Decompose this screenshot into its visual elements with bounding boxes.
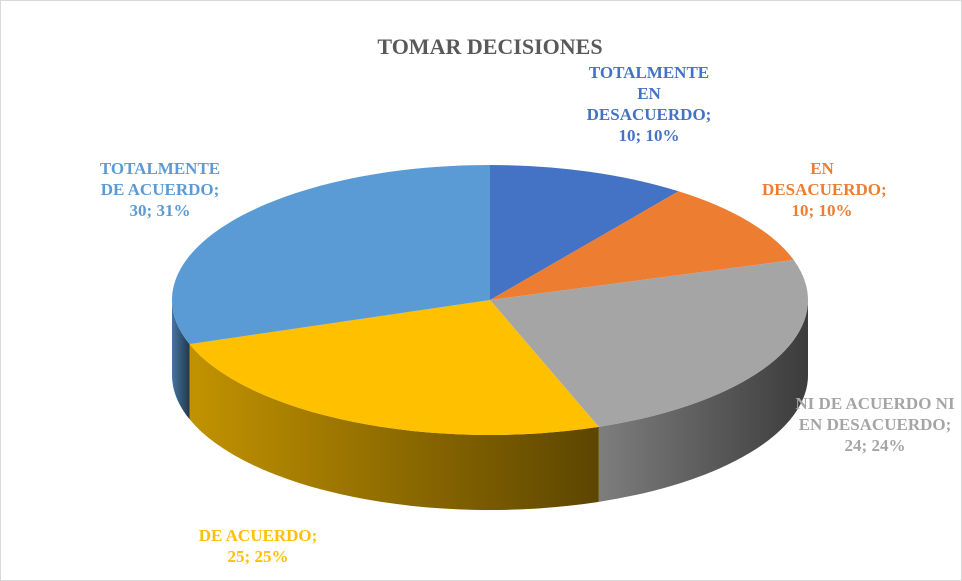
category-label: NI DE ACUERDO NI EN DESACUERDO; <box>795 394 955 434</box>
slice <box>172 165 490 345</box>
data-label: NI DE ACUERDO NI EN DESACUERDO; 24; 24% <box>785 393 962 456</box>
category-label: EN DESACUERDO; <box>762 159 887 199</box>
slice <box>189 300 599 435</box>
data-label: EN DESACUERDO; 10; 10% <box>762 158 887 221</box>
data-label: TOTALMENTE EN DESACUERDO; 10; 10% <box>579 62 719 146</box>
value-label: 10; 10% <box>791 201 853 220</box>
category-label: TOTALMENTE DE ACUERDO; <box>99 159 221 199</box>
data-label: TOTALMENTE DE ACUERDO; 30; 31% <box>90 158 230 221</box>
chart-title: TOMAR DECISIONES <box>377 34 603 59</box>
value-label: 24; 24% <box>844 436 906 455</box>
data-label: DE ACUERDO; 25; 25% <box>183 525 333 567</box>
value-label: 25; 25% <box>227 547 289 566</box>
slice-side-shade <box>598 300 808 502</box>
slice-side-shade <box>172 300 190 420</box>
slice <box>490 191 794 300</box>
slice-side-shade <box>189 344 599 510</box>
slice <box>490 259 808 427</box>
category-label: DE ACUERDO; <box>198 526 318 545</box>
value-label: 10; 10% <box>618 126 680 145</box>
category-label: TOTALMENTE EN DESACUERDO; <box>586 63 712 124</box>
value-label: 30; 31% <box>129 201 191 220</box>
slice <box>490 165 679 300</box>
